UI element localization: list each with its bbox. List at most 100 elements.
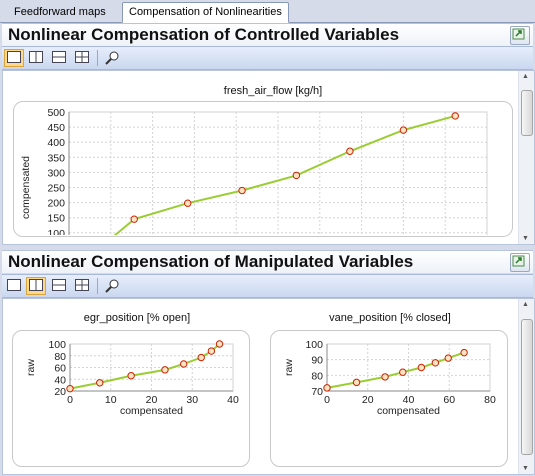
controlled-scrollbar[interactable]: ▲ ▼ — [518, 71, 534, 244]
x-tick-label: 60 — [443, 394, 455, 406]
layout-single-icon — [7, 51, 21, 63]
y-tick-label: 100 — [48, 339, 66, 351]
chart-title-egr-position: egr_position [% open] — [83, 312, 191, 324]
layout-grid-icon — [75, 279, 89, 291]
y-tick-label: 90 — [311, 355, 323, 367]
manipulated-toolbar — [2, 274, 533, 298]
x-tick-label: 0 — [67, 394, 73, 406]
y-tick-label: 250 — [47, 183, 65, 195]
x-tick-label: 10 — [105, 394, 117, 406]
vane-position-chart: 0 20 40 60 80 70 80 90 100 compensated raw — [283, 339, 496, 417]
x-tick-label: 0 — [324, 394, 330, 406]
y-axis-label: raw — [283, 359, 295, 376]
zoom-button[interactable] — [102, 49, 122, 67]
manipulated-chart-panel: egr_position [% open] 0 10 20 30 40 20 40 60 80 1… — [2, 298, 535, 475]
controlled-section-header: Nonlinear Compensation of Controlled Var… — [2, 23, 533, 46]
y-tick-label: 150 — [47, 213, 65, 225]
data-point — [292, 171, 301, 180]
zoom-button[interactable] — [102, 277, 122, 295]
x-tick-label: 30 — [186, 394, 198, 406]
y-tick-label: 80 — [54, 351, 66, 363]
layout-two-rows-icon — [52, 51, 66, 63]
controlled-section-title: Nonlinear Compensation of Controlled Var… — [8, 25, 400, 44]
scroll-up-icon[interactable]: ▲ — [522, 301, 529, 308]
layout-grid-button[interactable] — [72, 277, 92, 295]
tab-feedforward-maps[interactable]: Feedforward maps — [14, 6, 106, 18]
data-point — [207, 347, 216, 355]
layout-two-rows-button[interactable] — [49, 277, 69, 295]
x-tick-label: 20 — [146, 394, 158, 406]
zoom-icon — [105, 51, 119, 65]
export-button[interactable] — [510, 26, 530, 45]
data-point — [323, 384, 331, 392]
y-tick-label: 100 — [305, 339, 323, 351]
data-point — [352, 378, 361, 387]
manipulated-section-header: Nonlinear Compensation of Manipulated Va… — [2, 250, 533, 273]
y-tick-label: 70 — [311, 386, 323, 398]
toolbar-separator — [97, 278, 98, 294]
data-point — [215, 340, 224, 348]
y-tick-label: 400 — [47, 137, 65, 149]
layout-grid-button[interactable] — [72, 49, 92, 67]
y-tick-label: 300 — [47, 167, 65, 179]
data-point — [66, 384, 74, 393]
y-tick-label: 100 — [47, 228, 65, 235]
chart-title-vane-position: vane_position [% closed] — [329, 312, 451, 324]
layout-two-columns-icon — [29, 51, 43, 63]
scroll-down-icon[interactable]: ▼ — [522, 235, 529, 242]
export-button[interactable] — [510, 253, 530, 272]
y-axis-label: raw — [25, 359, 37, 376]
data-point — [399, 126, 408, 134]
manipulated-scrollbar[interactable]: ▲ ▼ — [518, 299, 534, 474]
data-point — [417, 363, 426, 372]
data-point — [179, 360, 188, 368]
tab-strip: Feedforward maps Compensation of Nonline… — [0, 0, 535, 23]
y-tick-label: 350 — [47, 152, 65, 164]
data-point — [460, 348, 468, 357]
layout-two-columns-button[interactable] — [26, 277, 46, 295]
fresh-air-flow-chart: 0501001502002503003504004505000501001502… — [20, 107, 488, 235]
x-tick-label: 40 — [403, 394, 415, 406]
data-point — [161, 366, 169, 374]
y-tick-label: 500 — [47, 107, 65, 119]
layout-single-button[interactable] — [4, 277, 24, 295]
layout-two-rows-button[interactable] — [49, 49, 69, 67]
scroll-thumb[interactable] — [521, 319, 533, 455]
data-point — [451, 112, 459, 120]
tab-compensation-of-nonlinearities[interactable]: Compensation of Nonlinearities — [122, 2, 289, 23]
y-tick-label: 200 — [47, 198, 65, 210]
zoom-icon — [105, 279, 119, 293]
layout-single-icon — [7, 279, 21, 291]
series-line — [113, 114, 456, 235]
scroll-thumb[interactable] — [521, 90, 533, 136]
x-tick-label: 20 — [362, 394, 374, 406]
controlled-toolbar — [2, 46, 533, 70]
data-point — [346, 147, 354, 155]
layout-single-button[interactable] — [4, 49, 24, 67]
data-point — [431, 359, 440, 367]
data-point — [197, 353, 205, 362]
manipulated-section-title: Nonlinear Compensation of Manipulated Va… — [8, 252, 414, 271]
data-point — [399, 368, 407, 376]
x-tick-label: 40 — [227, 394, 239, 406]
y-tick-label: 20 — [54, 386, 66, 398]
x-axis-label: compensated — [120, 405, 183, 417]
y-tick-label: 60 — [54, 363, 66, 375]
chart-title-fresh-air-flow: fresh_air_flow [kg/h] — [223, 85, 323, 97]
data-point — [238, 186, 246, 195]
x-tick-label: 80 — [484, 394, 496, 406]
scroll-up-icon[interactable]: ▲ — [522, 73, 529, 80]
scroll-down-icon[interactable]: ▼ — [522, 465, 529, 472]
layout-grid-icon — [75, 51, 89, 63]
data-point — [127, 372, 135, 380]
y-tick-label: 450 — [47, 122, 65, 134]
data-point — [130, 215, 138, 223]
data-point — [381, 373, 389, 381]
controlled-chart-panel: fresh_air_flow [kg/h] 050100150200250300… — [2, 70, 535, 245]
data-point — [184, 199, 192, 207]
export-icon — [512, 255, 525, 267]
layout-two-columns-button[interactable] — [26, 49, 46, 67]
export-icon — [512, 28, 525, 40]
layout-two-columns-icon — [29, 279, 43, 291]
